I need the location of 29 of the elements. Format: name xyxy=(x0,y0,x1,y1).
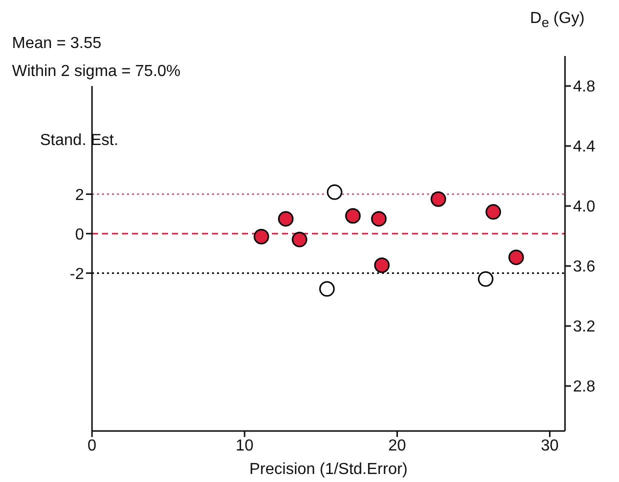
point xyxy=(319,281,335,297)
point xyxy=(374,257,390,273)
point xyxy=(430,191,446,207)
x-axis-title: Precision (1/Std.Error) xyxy=(249,461,408,478)
point xyxy=(486,204,502,220)
y-tick-label: -2 xyxy=(70,266,84,283)
y2-tick-label: 4.0 xyxy=(573,198,596,216)
y2-axis-title: D$_{e}$ (Gy) xyxy=(530,10,585,30)
point xyxy=(371,211,387,227)
x-tick-label: 0 xyxy=(88,437,97,454)
y2-tick-label: 4.4 xyxy=(573,138,596,156)
text: Mean = 3.55 xyxy=(12,30,102,58)
y2-tick-label: 4.8 xyxy=(573,78,596,96)
point xyxy=(508,250,524,266)
y-tick-label: 2 xyxy=(75,186,84,204)
y2-tick-label: 3.2 xyxy=(573,318,596,336)
point xyxy=(292,232,308,248)
point xyxy=(326,184,342,200)
point xyxy=(254,228,270,244)
annotation: Within 2 sigma = 75.0% xyxy=(12,58,181,86)
point xyxy=(478,271,494,287)
x-tick-label: 20 xyxy=(388,437,406,454)
x-tick-label: 30 xyxy=(540,437,559,454)
point xyxy=(278,211,294,227)
point xyxy=(345,208,361,224)
x-tick-label: 10 xyxy=(236,437,254,454)
y2-tick-label: 3.6 xyxy=(573,258,596,276)
y-tick-label: 0 xyxy=(75,226,84,244)
y2-tick-label: 2.8 xyxy=(573,378,596,396)
